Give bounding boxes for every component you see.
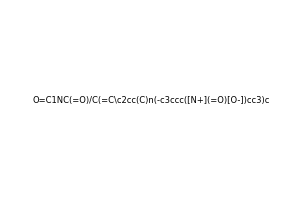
Text: O=C1NC(=O)/C(=C\c2cc(C)n(-c3ccc([N+](=O)[O-])cc3)c: O=C1NC(=O)/C(=C\c2cc(C)n(-c3ccc([N+](=O)… bbox=[32, 96, 270, 104]
